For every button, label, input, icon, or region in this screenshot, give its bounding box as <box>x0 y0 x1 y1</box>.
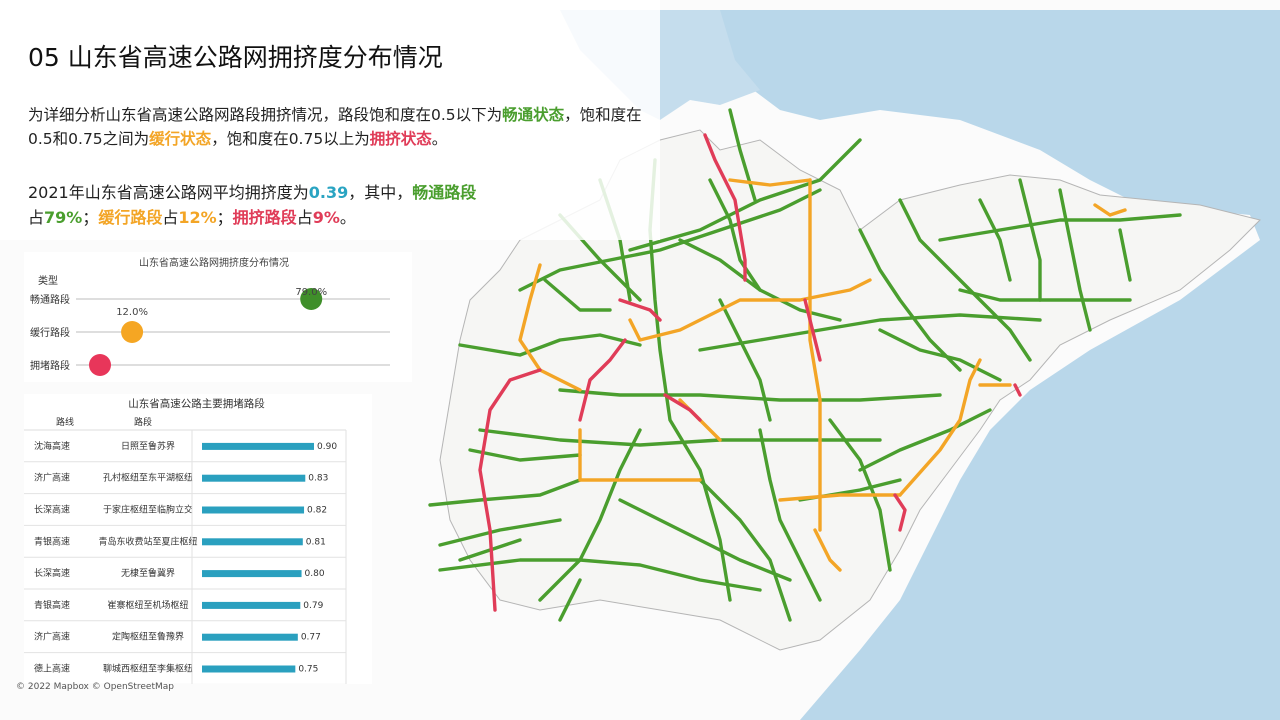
table-value-bar[interactable] <box>202 570 302 578</box>
summary-text: 。 <box>339 208 356 227</box>
dot-row-label: 拥堵路段 <box>30 359 70 372</box>
table-value-bar[interactable] <box>202 474 306 482</box>
table-value-label: 0.81 <box>306 537 326 547</box>
table-segment-cell: 聊城西枢纽至李集枢纽 <box>103 663 193 675</box>
distribution-chart-panel: 山东省高速公路网拥挤度分布情况 类型 畅通路段 79.0% 缓行路段 12.0% 拥堵路… <box>24 252 412 382</box>
table-route-cell: 德上高速 <box>34 663 70 675</box>
slow-segment-label: 缓行路段 <box>98 208 163 227</box>
intro-paragraph: 为详细分析山东省高速公路网路段拥挤情况，路段饱和度在0.5以下为畅通状态，饱和度… <box>28 103 648 151</box>
table-value-bar[interactable] <box>202 665 296 673</box>
table-value-bar[interactable] <box>202 633 298 641</box>
congested-segments-panel: 山东省高速公路主要拥堵路段 路线 路段沈海高速 日照至鲁苏界 0.90 济广高速 孔村枢纽… <box>24 394 372 684</box>
table-segment-cell: 崔寨枢纽至机场枢纽 <box>107 599 188 611</box>
page-title: 05 山东省高速公路网拥挤度分布情况 <box>28 43 443 72</box>
slow-state-label: 缓行状态 <box>149 130 212 148</box>
congested-percent: 9% <box>312 208 340 227</box>
summary-text: ； <box>216 208 233 227</box>
congested-table-title: 山东省高速公路主要拥堵路段 <box>128 398 265 410</box>
table-segment-cell: 无棣至鲁冀界 <box>121 567 175 579</box>
smooth-segment-label: 畅通路段 <box>412 183 477 202</box>
table-segment-cell: 于家庄枢纽至临朐立交 <box>103 504 193 516</box>
map-attribution[interactable]: © 2022 Mapbox © OpenStreetMap <box>16 682 174 692</box>
summary-text: 占 <box>162 208 179 227</box>
dot-marker[interactable] <box>300 288 323 310</box>
intro-text-4: 。 <box>431 130 448 148</box>
smooth-state-label: 畅通状态 <box>502 106 565 124</box>
congested-state-label: 拥挤状态 <box>369 130 432 148</box>
intro-text-3: ，饱和度在0.75以上为 <box>211 130 370 148</box>
table-value-label: 0.77 <box>301 633 321 643</box>
table-value-label: 0.75 <box>298 665 318 675</box>
table-route-cell: 青银高速 <box>34 535 70 547</box>
sea-area <box>700 10 1280 720</box>
table-segment-cell: 青岛东收费站至夏庄枢纽 <box>98 535 197 547</box>
table-value-bar[interactable] <box>202 601 301 609</box>
dot-value-label: 79.0% <box>295 287 327 298</box>
table-value-bar[interactable] <box>202 506 305 514</box>
dot-marker[interactable] <box>121 321 144 343</box>
summary-text: ； <box>82 208 99 227</box>
table-route-cell: 沈海高速 <box>34 440 70 452</box>
dot-value-label: 12.0% <box>116 307 148 318</box>
table-route-cell: 长深高速 <box>34 504 70 516</box>
summary-text: 2021年山东省高速公路网平均拥挤度为 <box>28 183 309 202</box>
table-route-cell: 青银高速 <box>34 599 70 611</box>
summary-text: 占 <box>28 208 45 227</box>
smooth-percent: 79% <box>44 208 83 227</box>
average-congestion-value: 0.39 <box>308 183 349 202</box>
table-header-segment: 路段 <box>134 416 152 428</box>
distribution-chart-title: 山东省高速公路网拥挤度分布情况 <box>139 258 289 269</box>
table-route-cell: 济广高速 <box>34 631 70 643</box>
table-value-label: 0.90 <box>317 442 337 452</box>
summary-paragraph: 2021年山东省高速公路网平均拥挤度为0.39，其中，畅通路段占79%；缓行路段… <box>28 180 483 230</box>
dot-row-label: 缓行路段 <box>30 326 70 339</box>
table-route-cell: 长深高速 <box>34 567 70 579</box>
summary-text: ，其中， <box>348 183 413 202</box>
distribution-axis-label: 类型 <box>38 276 58 287</box>
distribution-dot-chart: 畅通路段 79.0% 缓行路段 12.0% 拥堵路段 <box>30 287 390 376</box>
dot-marker[interactable] <box>89 354 111 376</box>
slow-percent: 12% <box>178 208 217 227</box>
table-value-label: 0.79 <box>303 601 323 611</box>
table-segment-cell: 孔村枢纽至东平湖枢纽 <box>103 472 193 484</box>
table-value-label: 0.80 <box>305 569 325 579</box>
summary-text: 占 <box>296 208 313 227</box>
table-value-label: 0.82 <box>307 506 327 516</box>
table-route-cell: 济广高速 <box>34 472 70 484</box>
table-segment-cell: 日照至鲁苏界 <box>121 440 175 452</box>
table-segment-cell: 定陶枢纽至鲁豫界 <box>112 631 184 643</box>
table-value-bar[interactable] <box>202 442 314 450</box>
intro-text-1: 为详细分析山东省高速公路网路段拥挤情况，路段饱和度在0.5以下为 <box>28 106 503 124</box>
intro-text-2: ，饱和度在0.5和0.75之间为 <box>28 106 642 148</box>
dot-row-label: 畅通路段 <box>30 293 70 306</box>
table-value-label: 0.83 <box>308 474 328 484</box>
table-header-route: 路线 <box>56 416 74 428</box>
table-value-bar[interactable] <box>202 538 303 546</box>
congested-segment-label: 拥挤路段 <box>232 208 297 227</box>
